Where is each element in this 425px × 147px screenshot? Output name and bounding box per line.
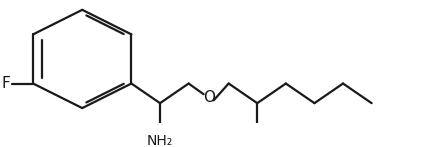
Text: F: F [1,76,10,91]
Text: NH₂: NH₂ [147,134,173,147]
Text: O: O [203,90,215,105]
